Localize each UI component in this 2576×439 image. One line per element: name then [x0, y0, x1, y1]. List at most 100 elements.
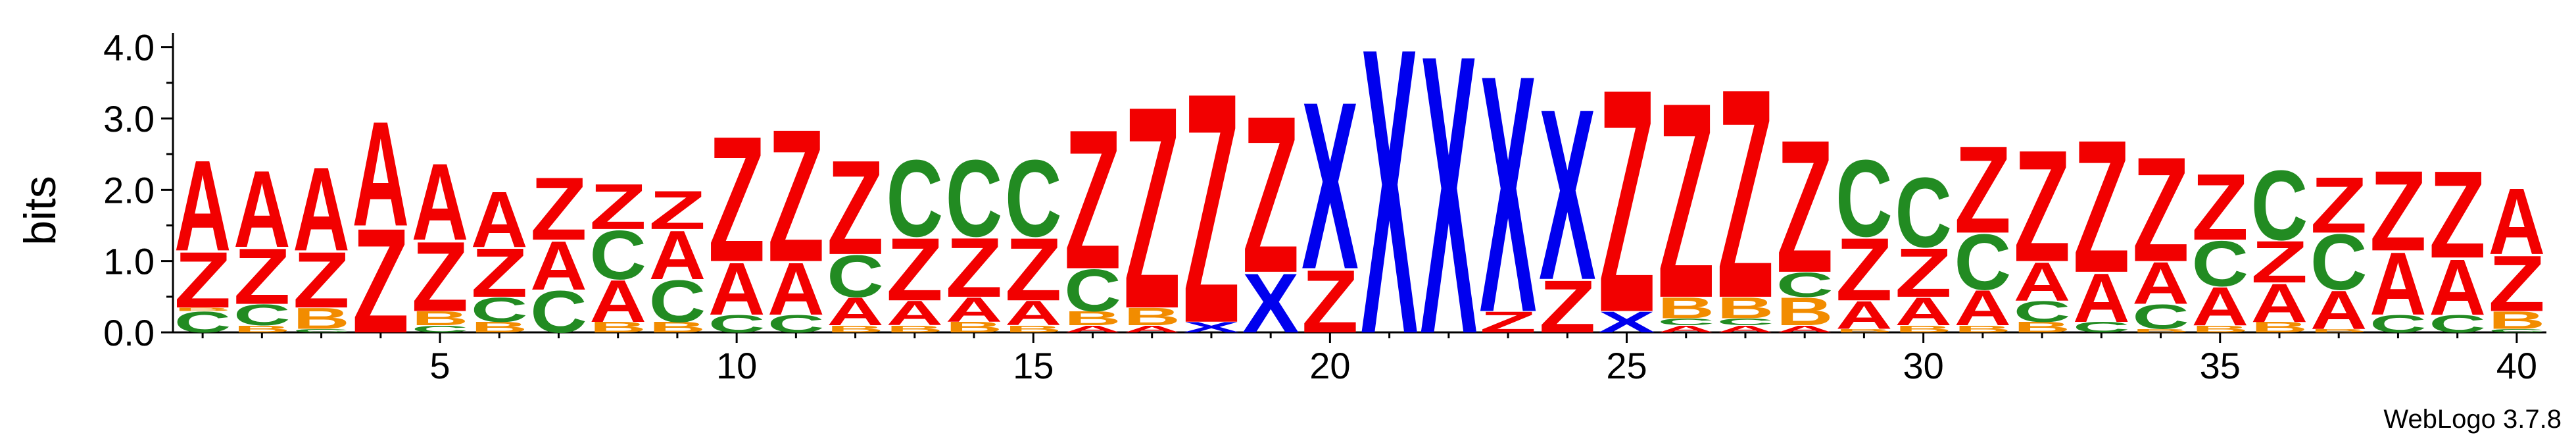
logo-letter-A: A	[2073, 259, 2130, 336]
logo-letter-X: X	[1361, 0, 1418, 419]
logo-letter-C: C	[293, 328, 350, 333]
logo-letter-B: B	[2132, 328, 2189, 333]
logo-letter-B: B	[2489, 307, 2546, 334]
logo-letter-B: B	[1955, 324, 2012, 335]
logo-position-22: X	[1421, 0, 1478, 417]
logo-letter-Z: Z	[827, 133, 884, 283]
logo-letter-Z: Z	[2191, 155, 2248, 260]
logo-letter-Z: Z	[352, 198, 409, 365]
logo-letter-A: A	[708, 247, 766, 330]
logo-letter-C: C	[887, 137, 944, 259]
logo-letter-Z: Z	[293, 236, 350, 324]
logo-letter-C: C	[471, 290, 528, 329]
logo-letter-A: A	[174, 134, 231, 278]
logo-position-33: CAZ	[2073, 101, 2130, 336]
logo-letter-Z: Z	[767, 91, 825, 302]
logo-letter-A: A	[2191, 276, 2248, 337]
logo-letter-Z: Z	[1539, 265, 1596, 348]
logo-letter-Z: Z	[530, 159, 587, 259]
logo-position-39: CAZ	[2429, 146, 2486, 338]
logo-letter-A: A	[1123, 324, 1180, 335]
logo-letter-A: A	[530, 227, 587, 305]
logo-letter-C: C	[1657, 317, 1714, 328]
logo-position-17: ABZ	[1123, 47, 1180, 369]
logo-letter-A: A	[471, 175, 528, 265]
logo-letter-C: C	[767, 310, 825, 338]
logo-letter-C: C	[2429, 310, 2486, 338]
logo-letter-Z: Z	[589, 170, 646, 243]
logo-position-38: CAZ	[2369, 147, 2427, 338]
logo-letter-C: C	[1835, 137, 1893, 259]
logo-letter-A: A	[293, 142, 350, 276]
logo-letter-A: A	[1895, 290, 1952, 334]
logo-letter-C: C	[1955, 218, 2012, 307]
logo-letter-B: B	[2191, 324, 2248, 335]
logo-letter-A: A	[946, 290, 1003, 329]
logo-letter-Z: Z	[2251, 229, 2308, 296]
logo-letter-C: C	[827, 243, 884, 310]
logo-letter-X: X	[1598, 305, 1655, 339]
logo-position-25: XZ	[1598, 22, 1655, 379]
logo-letter-X: X	[1539, 59, 1596, 331]
logo-letter-A: A	[1717, 324, 1774, 335]
logo-letter-Z: Z	[1657, 44, 1714, 355]
x-tick-label: 30	[1903, 345, 1943, 386]
logo-letter-C: C	[708, 310, 766, 338]
logo-letter-C: C	[530, 278, 587, 346]
weblogo-version-label: WebLogo 3.7.8	[2383, 405, 2562, 434]
logo-letter-Z: Z	[2073, 101, 2130, 313]
logo-letter-A: A	[352, 91, 409, 258]
logo-letter-B: B	[1895, 324, 1952, 335]
logo-letter-Z: Z	[1895, 234, 1952, 311]
logo-letter-B: B	[649, 319, 706, 336]
logo-letter-Z: Z	[2132, 127, 2189, 294]
logo-position-7: CAZ	[530, 159, 587, 346]
logo-letter-B: B	[1717, 292, 1774, 325]
logo-letter-A: A	[412, 141, 469, 263]
logo-letter-B: B	[589, 319, 646, 336]
logo-letter-A: A	[2014, 251, 2071, 312]
x-tick-label: 10	[716, 345, 757, 386]
x-tick-label: 15	[1013, 345, 1054, 386]
logo-letter-Z: Z	[174, 236, 231, 324]
logo-letter-A: A	[1657, 324, 1714, 335]
logo-letter-Z: Z	[1480, 305, 1537, 338]
logo-letter-B: B	[1776, 290, 1834, 334]
logo-letter-C: C	[2014, 295, 2071, 328]
logo-letter-Z: Z	[2369, 147, 2427, 275]
logo-letter-C: C	[2310, 218, 2368, 307]
logo-letter-C: C	[1064, 257, 1121, 324]
x-tick-label: 40	[2496, 345, 2537, 386]
logo-letter-Z: Z	[1301, 252, 1359, 352]
logo-letter-B: B	[1064, 307, 1121, 330]
logo-position-10: CAZ	[708, 99, 766, 338]
logo-letter-B: B	[827, 324, 884, 335]
logo-position-18: XZ	[1183, 24, 1240, 392]
logo-letter-A: A	[2369, 234, 2427, 334]
logo-letter-C: C	[233, 299, 291, 332]
logo-letter-Z: Z	[1717, 28, 1774, 361]
x-tick-label: 25	[1606, 345, 1647, 386]
logo-letter-Z: Z	[1183, 24, 1240, 392]
logo-letter-B: B	[174, 307, 231, 312]
logo-letter-A: A	[2429, 242, 2486, 332]
x-tick-label: 5	[429, 345, 450, 386]
logo-letter-C: C	[649, 268, 706, 335]
logo-letter-B: B	[1005, 324, 1062, 335]
logo-letter-B: B	[1657, 292, 1714, 325]
logo-letter-B: B	[887, 324, 944, 335]
